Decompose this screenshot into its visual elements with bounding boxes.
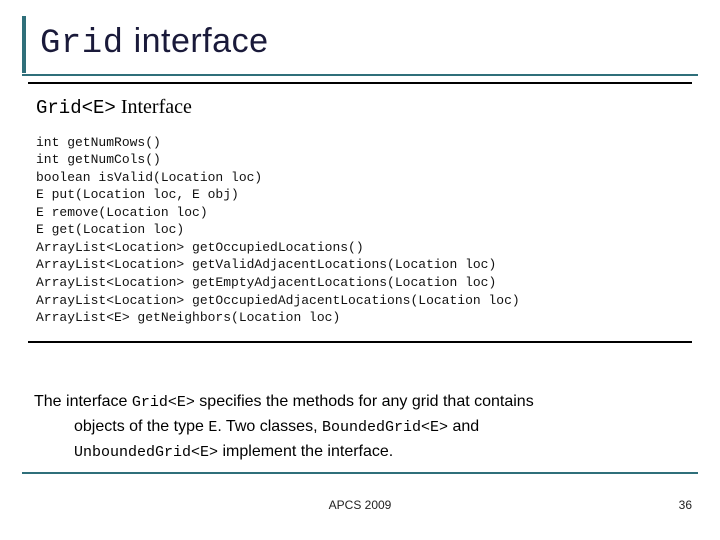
footer-center: APCS 2009 [0, 498, 720, 512]
caption-line3: UnboundedGrid<E> implement the interface… [34, 440, 680, 465]
title-bar: Grid interface [22, 16, 698, 73]
caption-t2: specifies the methods for any grid that … [195, 393, 534, 410]
caption-c4: UnboundedGrid<E> [74, 444, 218, 461]
caption-line2: objects of the type E. Two classes, Boun… [34, 415, 680, 440]
slide: Grid interface Grid<E> Interface int get… [0, 0, 720, 540]
caption-c3: BoundedGrid<E> [322, 419, 448, 436]
slide-title: Grid interface [40, 22, 698, 63]
caption-t1: The interface [34, 393, 132, 410]
codebox-heading: Grid<E> Interface [36, 94, 684, 122]
caption-t4: . Two classes, [217, 418, 322, 435]
caption-c1: Grid<E> [132, 394, 195, 411]
caption: The interface Grid<E> specifies the meth… [34, 390, 680, 464]
codebox-heading-rest: Interface [116, 96, 192, 118]
title-region: Grid interface [22, 16, 698, 73]
caption-t5: and [448, 418, 479, 435]
code-lines: int getNumRows() int getNumCols() boolea… [36, 134, 684, 327]
caption-t3: objects of the type [74, 418, 208, 435]
caption-t6: implement the interface. [218, 443, 393, 460]
slide-number: 36 [679, 498, 692, 512]
title-rest: interface [124, 22, 269, 60]
title-underline [22, 74, 698, 76]
code-box: Grid<E> Interface int getNumRows() int g… [28, 82, 692, 343]
title-mono: Grid [40, 25, 124, 63]
caption-c2: E [208, 419, 217, 436]
codebox-heading-mono: Grid<E> [36, 97, 116, 119]
bottom-divider [22, 472, 698, 474]
